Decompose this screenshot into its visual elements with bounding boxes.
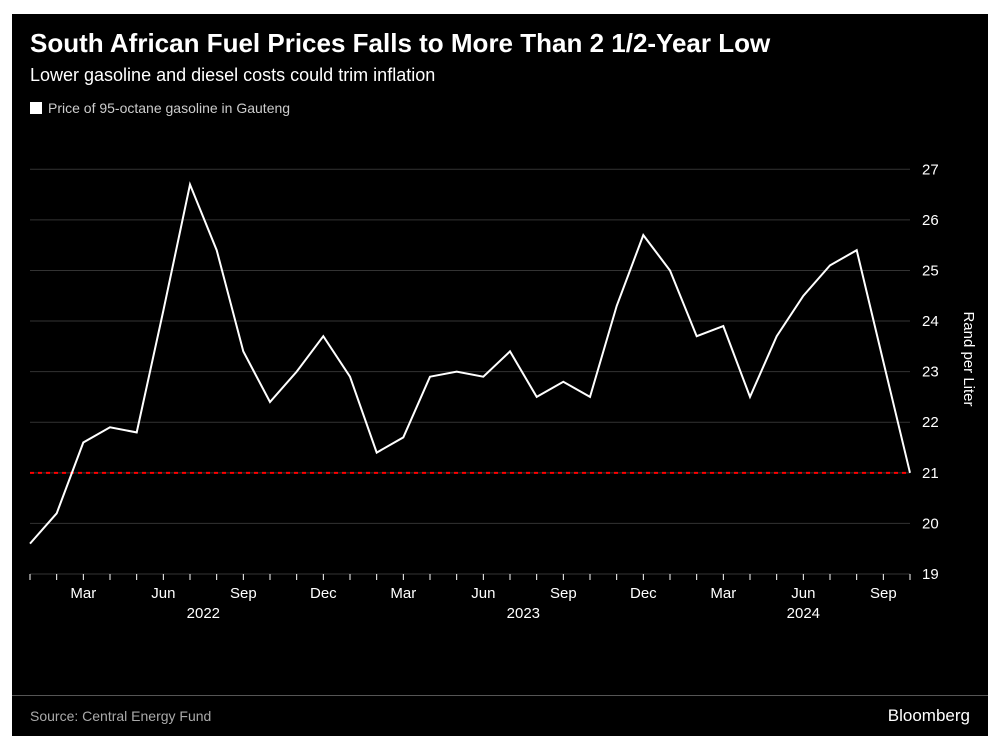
chart-legend: Price of 95-octane gasoline in Gauteng xyxy=(12,96,988,122)
chart-source: Source: Central Energy Fund xyxy=(30,708,211,724)
svg-text:26: 26 xyxy=(922,212,939,229)
legend-label: Price of 95-octane gasoline in Gauteng xyxy=(48,100,290,116)
svg-text:Rand per Liter: Rand per Liter xyxy=(960,311,977,406)
svg-text:21: 21 xyxy=(922,465,939,482)
svg-text:19: 19 xyxy=(922,566,939,583)
svg-text:2023: 2023 xyxy=(507,605,540,622)
svg-text:2024: 2024 xyxy=(787,605,820,622)
svg-text:Mar: Mar xyxy=(390,585,416,602)
chart-title: South African Fuel Prices Falls to More … xyxy=(30,28,970,59)
svg-text:Jun: Jun xyxy=(471,585,495,602)
svg-text:Jun: Jun xyxy=(151,585,175,602)
plot-svg: 192021222324252627MarJunSepDecMarJunSepD… xyxy=(30,144,910,634)
svg-text:Sep: Sep xyxy=(550,585,577,602)
chart-container: South African Fuel Prices Falls to More … xyxy=(12,14,988,736)
svg-text:25: 25 xyxy=(922,262,939,279)
svg-text:27: 27 xyxy=(922,161,939,178)
svg-text:Dec: Dec xyxy=(310,585,337,602)
chart-header: South African Fuel Prices Falls to More … xyxy=(12,14,988,96)
svg-text:Dec: Dec xyxy=(630,585,657,602)
plot-area: 192021222324252627MarJunSepDecMarJunSepD… xyxy=(30,144,910,634)
chart-footer: Source: Central Energy Fund Bloomberg xyxy=(12,695,988,736)
chart-brand: Bloomberg xyxy=(888,706,970,726)
svg-text:23: 23 xyxy=(922,364,939,381)
svg-text:Mar: Mar xyxy=(710,585,736,602)
svg-text:20: 20 xyxy=(922,515,939,532)
svg-text:24: 24 xyxy=(922,313,939,330)
svg-text:2022: 2022 xyxy=(187,605,220,622)
svg-text:Mar: Mar xyxy=(70,585,96,602)
chart-subtitle: Lower gasoline and diesel costs could tr… xyxy=(30,65,970,86)
svg-text:22: 22 xyxy=(922,414,939,431)
svg-text:Jun: Jun xyxy=(791,585,815,602)
legend-swatch xyxy=(30,102,42,114)
svg-text:Sep: Sep xyxy=(870,585,897,602)
svg-text:Sep: Sep xyxy=(230,585,257,602)
